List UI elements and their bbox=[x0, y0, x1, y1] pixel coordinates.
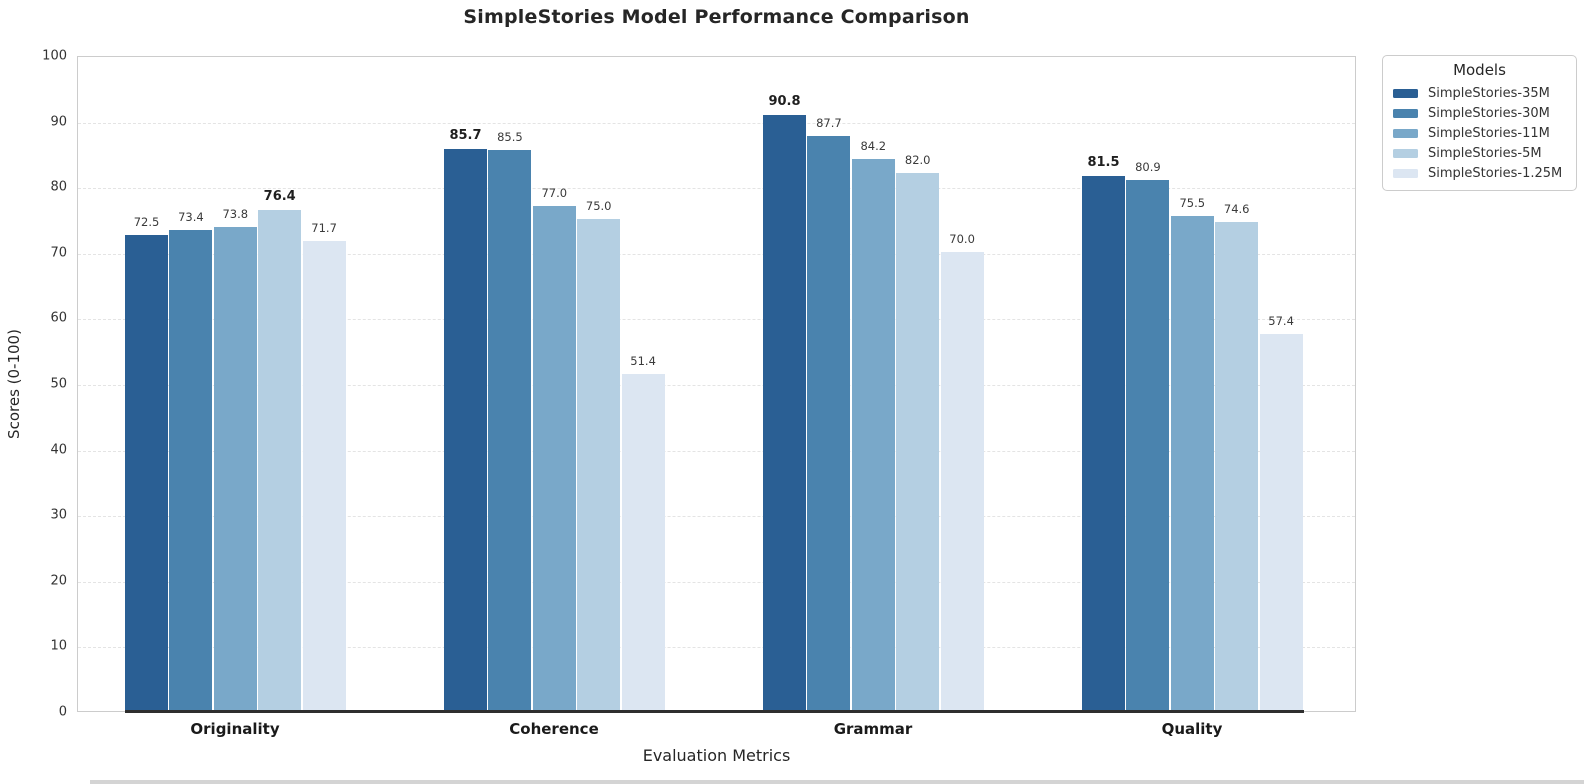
legend-items: SimpleStories-35M SimpleStories-30M Simple… bbox=[1391, 83, 1568, 183]
legend-swatch-icon bbox=[1393, 88, 1418, 98]
value-label-originality-SimpleStories-5M: 76.4 bbox=[263, 188, 296, 204]
ytick-label-10: 10 bbox=[50, 638, 67, 654]
value-label-originality-SimpleStories-11M: 73.8 bbox=[222, 206, 249, 221]
legend-swatch-icon bbox=[1393, 148, 1418, 158]
gridline-y-40 bbox=[78, 450, 1355, 452]
category-label-coherence: Coherence bbox=[509, 720, 599, 738]
ytick-label-100: 100 bbox=[42, 48, 67, 64]
bar-originality-SimpleStories-35M bbox=[125, 235, 168, 711]
gridline-y-10 bbox=[78, 647, 1355, 649]
legend-item-SimpleStories-1.25M: SimpleStories-1.25M bbox=[1391, 163, 1568, 183]
category-label-quality: Quality bbox=[1161, 720, 1223, 738]
x-axis-title: Evaluation Metrics bbox=[642, 746, 791, 765]
value-label-quality-SimpleStories-5M: 74.6 bbox=[1223, 201, 1250, 216]
value-label-grammar-SimpleStories-35M: 90.8 bbox=[768, 94, 801, 110]
ytick-label-0: 0 bbox=[58, 704, 67, 720]
value-label-coherence-SimpleStories-5M: 75.0 bbox=[585, 199, 612, 213]
gridline-y-60 bbox=[78, 319, 1355, 321]
chart-title: SimpleStories Model Performance Comparis… bbox=[463, 6, 970, 28]
bar-coherence-SimpleStories-1.25M bbox=[621, 373, 665, 711]
value-label-grammar-SimpleStories-11M: 84.2 bbox=[860, 138, 887, 153]
gridline-y-90 bbox=[78, 122, 1355, 124]
category-label-grammar: Grammar bbox=[833, 720, 913, 738]
bar-originality-SimpleStories-30M bbox=[169, 229, 213, 711]
gridline-y-30 bbox=[78, 516, 1355, 518]
bar-grammar-SimpleStories-1.25M bbox=[940, 251, 984, 711]
legend-item-SimpleStories-5M: SimpleStories-5M bbox=[1391, 143, 1568, 163]
value-label-coherence-SimpleStories-11M: 77.0 bbox=[541, 185, 568, 200]
bar-originality-SimpleStories-11M bbox=[213, 226, 257, 711]
legend-item-SimpleStories-35M: SimpleStories-35M bbox=[1391, 83, 1568, 103]
legend: Models SimpleStories-35M SimpleStories-30… bbox=[1382, 55, 1577, 191]
bar-originality-SimpleStories-1.25M bbox=[302, 240, 346, 711]
bar-coherence-SimpleStories-35M bbox=[444, 148, 487, 711]
bar-quality-SimpleStories-30M bbox=[1126, 180, 1170, 711]
bar-grammar-SimpleStories-11M bbox=[851, 158, 895, 711]
bar-grammar-SimpleStories-35M bbox=[763, 115, 806, 711]
bar-originality-SimpleStories-5M bbox=[258, 209, 302, 711]
value-label-quality-SimpleStories-35M: 81.5 bbox=[1087, 155, 1120, 171]
ytick-label-70: 70 bbox=[50, 245, 67, 261]
legend-item-SimpleStories-30M: SimpleStories-30M bbox=[1391, 103, 1568, 123]
value-label-quality-SimpleStories-11M: 75.5 bbox=[1179, 195, 1206, 210]
legend-item-label: SimpleStories-1.25M bbox=[1428, 165, 1563, 181]
legend-item-label: SimpleStories-35M bbox=[1428, 85, 1550, 101]
legend-item-label: SimpleStories-5M bbox=[1428, 145, 1542, 161]
ytick-label-90: 90 bbox=[50, 114, 67, 130]
value-label-originality-SimpleStories-35M: 72.5 bbox=[133, 215, 160, 230]
bar-quality-SimpleStories-11M bbox=[1170, 215, 1214, 711]
gridline-y-50 bbox=[78, 385, 1355, 386]
value-label-grammar-SimpleStories-1.25M: 70.0 bbox=[949, 231, 975, 246]
legend-swatch-icon bbox=[1393, 108, 1418, 118]
gridline-y-80 bbox=[78, 188, 1355, 190]
value-label-coherence-SimpleStories-1.25M: 51.4 bbox=[630, 353, 656, 368]
ytick-label-40: 40 bbox=[50, 442, 67, 458]
gridline-y-70 bbox=[78, 253, 1355, 255]
gridline-y-20 bbox=[78, 581, 1355, 583]
value-label-grammar-SimpleStories-5M: 82.0 bbox=[904, 153, 931, 168]
category-label-originality: Originality bbox=[190, 720, 280, 738]
value-label-originality-SimpleStories-30M: 73.4 bbox=[178, 209, 204, 224]
bar-coherence-SimpleStories-30M bbox=[488, 150, 532, 711]
bar-quality-SimpleStories-1.25M bbox=[1259, 334, 1303, 711]
ytick-label-60: 60 bbox=[50, 310, 67, 326]
value-label-quality-SimpleStories-30M: 80.9 bbox=[1135, 160, 1161, 175]
legend-title: Models bbox=[1453, 61, 1506, 79]
value-label-coherence-SimpleStories-30M: 85.5 bbox=[497, 130, 523, 145]
legend-swatch-icon bbox=[1393, 168, 1418, 178]
legend-item-SimpleStories-11M: SimpleStories-11M bbox=[1391, 123, 1568, 143]
x-axis-baseline bbox=[125, 710, 1304, 713]
ytick-label-20: 20 bbox=[50, 573, 67, 589]
legend-swatch-icon bbox=[1393, 128, 1418, 138]
ytick-label-30: 30 bbox=[50, 507, 67, 523]
bar-quality-SimpleStories-5M bbox=[1215, 221, 1259, 711]
bar-grammar-SimpleStories-30M bbox=[807, 135, 851, 711]
bar-coherence-SimpleStories-11M bbox=[532, 205, 576, 711]
legend-item-label: SimpleStories-30M bbox=[1428, 105, 1550, 121]
ytick-label-50: 50 bbox=[50, 376, 67, 392]
value-label-originality-SimpleStories-1.25M: 71.7 bbox=[311, 220, 337, 235]
legend-item-label: SimpleStories-11M bbox=[1428, 125, 1550, 141]
value-label-coherence-SimpleStories-35M: 85.7 bbox=[449, 127, 482, 143]
value-label-quality-SimpleStories-1.25M: 57.4 bbox=[1268, 314, 1294, 329]
y-axis-title: Scores (0-100) bbox=[5, 329, 23, 439]
value-label-grammar-SimpleStories-30M: 87.7 bbox=[816, 115, 842, 130]
ytick-label-80: 80 bbox=[50, 179, 67, 195]
plot-area: 72.5 73.4 73.8 76.4 71.7 85.7 85.5 77.0 75.0 51.4… bbox=[77, 56, 1356, 713]
bar-quality-SimpleStories-35M bbox=[1082, 176, 1125, 711]
window-bottom-edge bbox=[90, 780, 1584, 784]
bar-grammar-SimpleStories-5M bbox=[896, 173, 940, 711]
bar-coherence-SimpleStories-5M bbox=[577, 219, 621, 711]
